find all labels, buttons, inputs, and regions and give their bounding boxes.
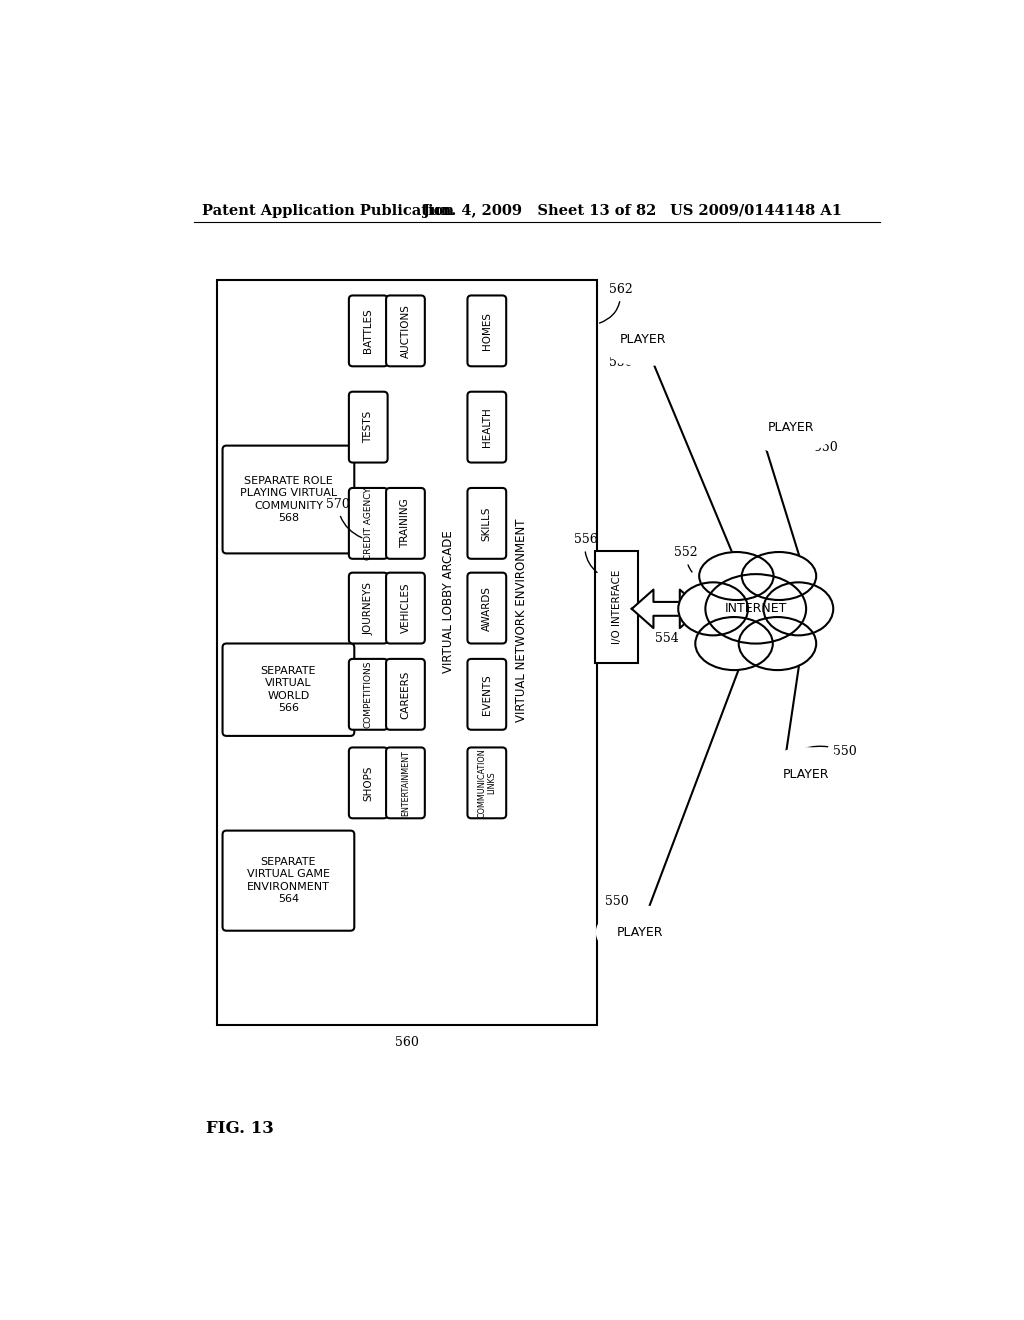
Text: 550: 550 bbox=[604, 895, 629, 916]
Text: 560: 560 bbox=[395, 1036, 419, 1049]
Ellipse shape bbox=[597, 906, 682, 958]
Text: 556: 556 bbox=[573, 533, 597, 573]
Polygon shape bbox=[632, 590, 701, 628]
Text: SEPARATE ROLE
PLAYING VIRTUAL
COMMUNITY
568: SEPARATE ROLE PLAYING VIRTUAL COMMUNITY … bbox=[240, 477, 337, 523]
Text: US 2009/0144148 A1: US 2009/0144148 A1 bbox=[671, 203, 843, 218]
Text: BATTLES: BATTLES bbox=[364, 309, 374, 354]
Bar bbox=[595, 552, 638, 663]
Ellipse shape bbox=[699, 552, 773, 601]
Bar bbox=[217, 280, 597, 1024]
Text: COMPETITIONS: COMPETITIONS bbox=[364, 660, 373, 729]
Text: CREDIT AGENCY: CREDIT AGENCY bbox=[364, 487, 373, 560]
Text: ENTERTAINMENT: ENTERTAINMENT bbox=[401, 750, 410, 816]
Text: 550: 550 bbox=[608, 327, 632, 370]
Ellipse shape bbox=[748, 401, 834, 454]
FancyBboxPatch shape bbox=[349, 659, 388, 730]
Text: HOMES: HOMES bbox=[482, 312, 492, 350]
Text: 554: 554 bbox=[654, 631, 679, 644]
FancyBboxPatch shape bbox=[349, 296, 388, 367]
Text: TESTS: TESTS bbox=[364, 411, 374, 444]
Text: HEALTH: HEALTH bbox=[482, 408, 492, 447]
Text: VEHICLES: VEHICLES bbox=[400, 582, 411, 634]
FancyBboxPatch shape bbox=[386, 573, 425, 644]
Text: PLAYER: PLAYER bbox=[767, 421, 814, 434]
Text: AWARDS: AWARDS bbox=[482, 586, 492, 631]
Ellipse shape bbox=[738, 616, 816, 671]
Text: INTERNET: INTERNET bbox=[725, 602, 786, 615]
FancyBboxPatch shape bbox=[222, 446, 354, 553]
Ellipse shape bbox=[601, 313, 686, 366]
Text: FIG. 13: FIG. 13 bbox=[206, 1121, 273, 1137]
Text: PLAYER: PLAYER bbox=[616, 925, 663, 939]
Text: 552: 552 bbox=[675, 546, 698, 572]
FancyBboxPatch shape bbox=[467, 488, 506, 558]
Text: 570: 570 bbox=[326, 498, 361, 537]
Text: SEPARATE
VIRTUAL
WORLD
566: SEPARATE VIRTUAL WORLD 566 bbox=[261, 667, 316, 713]
Text: VIRTUAL NETWORK ENVIRONMENT: VIRTUAL NETWORK ENVIRONMENT bbox=[515, 519, 528, 722]
Ellipse shape bbox=[678, 582, 748, 635]
FancyBboxPatch shape bbox=[222, 830, 354, 931]
Text: TRAINING: TRAINING bbox=[400, 499, 411, 548]
Text: AUCTIONS: AUCTIONS bbox=[400, 304, 411, 358]
Text: SHOPS: SHOPS bbox=[364, 766, 374, 801]
Ellipse shape bbox=[695, 616, 773, 671]
Ellipse shape bbox=[741, 552, 816, 601]
FancyBboxPatch shape bbox=[386, 747, 425, 818]
FancyBboxPatch shape bbox=[386, 488, 425, 558]
FancyBboxPatch shape bbox=[222, 644, 354, 737]
Text: SEPARATE
VIRTUAL GAME
ENVIRONMENT
564: SEPARATE VIRTUAL GAME ENVIRONMENT 564 bbox=[247, 857, 330, 904]
Text: PLAYER: PLAYER bbox=[783, 768, 829, 781]
Text: JOURNEYS: JOURNEYS bbox=[364, 582, 374, 635]
Text: Patent Application Publication: Patent Application Publication bbox=[202, 203, 454, 218]
Text: 550: 550 bbox=[769, 416, 838, 454]
Ellipse shape bbox=[764, 748, 849, 800]
FancyBboxPatch shape bbox=[386, 659, 425, 730]
FancyBboxPatch shape bbox=[349, 392, 388, 462]
FancyBboxPatch shape bbox=[349, 488, 388, 558]
FancyBboxPatch shape bbox=[467, 573, 506, 644]
Text: CAREERS: CAREERS bbox=[400, 671, 411, 718]
FancyBboxPatch shape bbox=[349, 747, 388, 818]
Ellipse shape bbox=[764, 582, 834, 635]
Text: 550: 550 bbox=[785, 746, 857, 759]
Text: COMMUNICATION
LINKS: COMMUNICATION LINKS bbox=[477, 748, 497, 817]
Text: I/O INTERFACE: I/O INTERFACE bbox=[611, 570, 622, 644]
Text: VIRTUAL LOBBY ARCADE: VIRTUAL LOBBY ARCADE bbox=[441, 529, 455, 672]
Text: EVENTS: EVENTS bbox=[482, 675, 492, 714]
Text: Jun. 4, 2009   Sheet 13 of 82: Jun. 4, 2009 Sheet 13 of 82 bbox=[423, 203, 656, 218]
Text: PLAYER: PLAYER bbox=[621, 333, 667, 346]
FancyBboxPatch shape bbox=[467, 296, 506, 367]
Text: 562: 562 bbox=[599, 284, 632, 323]
Text: SKILLS: SKILLS bbox=[482, 506, 492, 541]
FancyBboxPatch shape bbox=[386, 296, 425, 367]
FancyBboxPatch shape bbox=[349, 573, 388, 644]
FancyBboxPatch shape bbox=[467, 747, 506, 818]
FancyBboxPatch shape bbox=[467, 392, 506, 462]
FancyBboxPatch shape bbox=[467, 659, 506, 730]
Ellipse shape bbox=[706, 574, 806, 644]
